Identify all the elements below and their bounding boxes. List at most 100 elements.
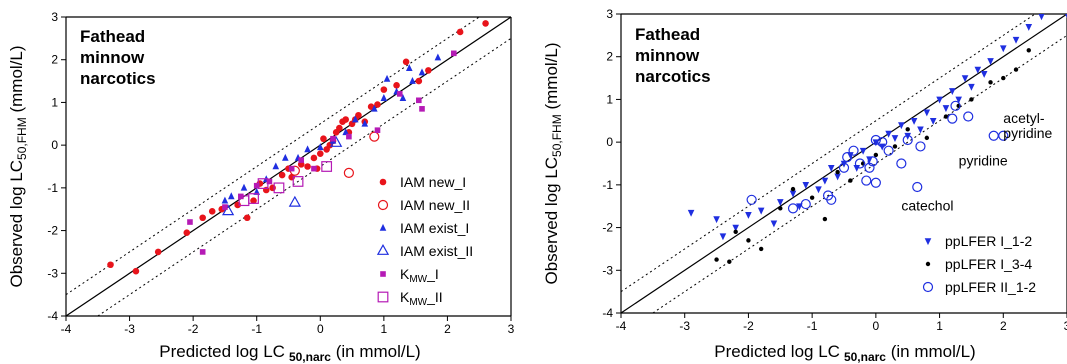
data-point (916, 142, 925, 151)
data-point (815, 186, 822, 193)
data-point (403, 59, 410, 66)
data-point (801, 200, 810, 209)
data-point (451, 51, 457, 57)
y-tick-label: -2 (47, 224, 58, 238)
data-point (862, 176, 871, 185)
legend-label: KMW_I (400, 266, 439, 285)
data-point (746, 238, 750, 242)
data-point (893, 144, 897, 148)
data-point (733, 230, 737, 234)
x-axis-label-subscript: 50,narc (289, 350, 331, 364)
data-point (948, 114, 957, 123)
data-point (322, 162, 332, 172)
x-axis-label-main: Predicted log LC (714, 342, 840, 361)
data-point (897, 159, 906, 168)
panel-title-line: Fathead (80, 27, 145, 46)
x-tick-label: -1 (251, 322, 262, 336)
y-tick-label: -1 (47, 181, 58, 195)
y-tick-label: 3 (606, 7, 613, 21)
legend-marker (924, 283, 933, 292)
legend-marker (926, 262, 930, 266)
legend-marker (380, 179, 387, 186)
x-tick-label: -4 (616, 319, 627, 333)
y-tick-label: -1 (602, 178, 613, 192)
data-point (834, 174, 841, 181)
data-point (222, 204, 228, 210)
data-point (759, 247, 763, 251)
legend-label: IAM exist_I (400, 220, 469, 236)
data-point (107, 261, 114, 268)
data-point (200, 249, 206, 255)
y-axis-label: Observed log LC50,FHM (mmol/L) (542, 42, 564, 284)
y-tick-label: 1 (51, 95, 58, 109)
x-tick-label: -4 (61, 322, 72, 336)
legend-marker (925, 238, 932, 245)
legend-marker (380, 224, 387, 231)
y-axis-label-unit: (mmol/L) (7, 45, 26, 117)
y-axis-label-subscript: 50,FHM (15, 117, 29, 160)
y-tick-label: 0 (51, 138, 58, 152)
legend-label: IAM new_I (400, 174, 466, 190)
x-axis-label-unit: (in mmol/L) (331, 342, 421, 361)
chart-fathead-minnow-pplfer: -4-3-2-10123-4-3-2-10123Predicted log LC… (535, 0, 1067, 364)
data-point (917, 127, 924, 134)
data-point (290, 197, 300, 206)
data-point (892, 135, 899, 142)
legend: ppLFER I_1-2ppLFER I_3-4ppLFER II_1-2 (924, 233, 1037, 295)
x-tick-label: 0 (317, 322, 324, 336)
x-axis-label-unit: (in mmol/L) (886, 342, 976, 361)
data-point (1038, 13, 1045, 20)
data-point (949, 88, 956, 95)
annotation-label: pyridine (959, 153, 1008, 169)
legend-label-rest: _I (426, 266, 439, 282)
data-point (311, 166, 317, 172)
data-point (791, 187, 795, 191)
data-point (871, 178, 880, 187)
data-points (107, 20, 489, 274)
data-point (336, 125, 343, 132)
legend-label-sub: MW (409, 274, 427, 285)
data-point (381, 86, 388, 93)
data-point (688, 210, 695, 217)
legend: IAM new_IIAM new_IIIAM exist_IIAM exist_… (378, 174, 473, 308)
data-point (849, 146, 858, 155)
data-point (989, 131, 998, 140)
data-point (885, 131, 892, 138)
panel-title-line: narcotics (80, 69, 156, 88)
data-point (263, 187, 270, 194)
data-point (272, 162, 279, 169)
data-point (435, 53, 442, 60)
x-tick-label: 1 (381, 322, 388, 336)
legend-label: IAM new_II (400, 197, 470, 213)
data-point (187, 219, 193, 225)
data-point (988, 80, 992, 84)
data-point (289, 166, 295, 172)
data-point (228, 192, 235, 199)
y-tick-label: 1 (606, 92, 613, 106)
data-point (745, 212, 752, 219)
x-axis-label: Predicted log LC 50,narc (in mmol/L) (714, 342, 975, 364)
data-point (771, 221, 778, 228)
legend-label: ppLFER I_3-4 (945, 256, 1032, 272)
y-axis-label-subscript: 50,FHM (550, 114, 564, 157)
x-axis-label-main: Predicted log LC (159, 342, 285, 361)
x-tick-label: 3 (508, 322, 515, 336)
data-point (416, 97, 422, 103)
data-point (714, 257, 718, 261)
data-point (720, 233, 727, 240)
data-point (279, 172, 286, 179)
data-point (317, 150, 324, 157)
y-axis-label: Observed log LC50,FHM (mmol/L) (7, 45, 29, 287)
data-point (860, 148, 867, 155)
data-point (457, 29, 464, 36)
data-point (758, 208, 765, 215)
data-point (397, 91, 403, 97)
x-tick-label: 0 (873, 319, 880, 333)
chart-fathead-minnow-iam: -4 -3 -2 -1 0 1 2 3 -4 -3 -2 -1 0 1 2 3 Predicted log LC… (0, 0, 535, 364)
data-point (778, 206, 782, 210)
data-point (924, 109, 931, 116)
data-point (943, 105, 950, 112)
data-point (416, 78, 423, 85)
data-point (199, 214, 206, 221)
